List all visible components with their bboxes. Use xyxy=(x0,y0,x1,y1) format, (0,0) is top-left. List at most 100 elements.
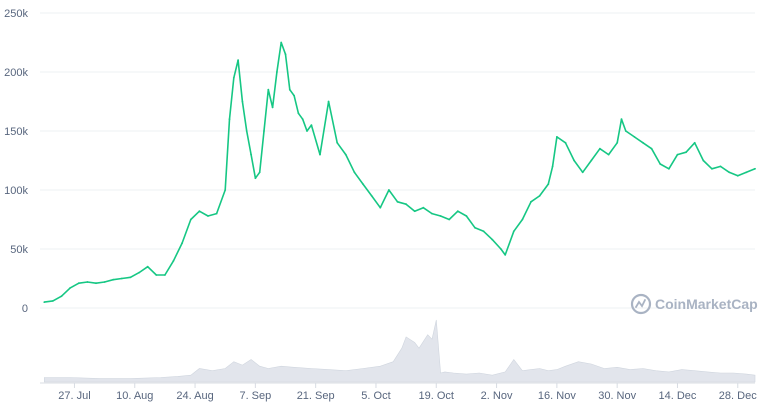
price-point xyxy=(711,167,713,170)
y-tick-label: 200k xyxy=(4,67,28,79)
price-point xyxy=(120,277,123,280)
price-point xyxy=(297,112,300,115)
price-point xyxy=(254,177,257,180)
x-tick-label: 7. Sep xyxy=(239,390,271,402)
price-point xyxy=(659,163,662,165)
price-point xyxy=(431,212,433,215)
price-point xyxy=(599,147,601,150)
price-point xyxy=(556,136,558,138)
price-point xyxy=(379,206,382,209)
price-point xyxy=(676,153,679,156)
price-point xyxy=(388,189,390,191)
watermark-text: CoinMarketCap xyxy=(655,296,758,312)
watermark: CoinMarketCap xyxy=(630,293,758,315)
price-point xyxy=(172,259,175,262)
x-tick-label: 16. Nov xyxy=(538,390,576,402)
price-point xyxy=(138,271,141,274)
y-tick-label: 100k xyxy=(4,185,28,197)
price-point xyxy=(413,210,416,213)
x-axis: 27. Jul 10. Aug 24. Aug 7. Sep 21. Sep 5. Oct… xyxy=(40,382,757,402)
price-point xyxy=(500,248,502,250)
x-tick-label: 2. Nov xyxy=(481,390,513,402)
price-point xyxy=(336,141,339,144)
price-series xyxy=(43,41,756,303)
price-point xyxy=(112,278,115,281)
x-tick-label: 14. Dec xyxy=(659,390,697,402)
price-point xyxy=(702,159,705,162)
price-point xyxy=(482,230,485,233)
price-point xyxy=(284,53,287,56)
price-point xyxy=(719,165,722,168)
price-point xyxy=(491,238,494,241)
x-tick-label: 21. Sep xyxy=(297,390,335,402)
x-tick-label: 27. Jul xyxy=(58,390,90,402)
price-point xyxy=(624,130,627,132)
price-point xyxy=(280,41,283,44)
price-point xyxy=(43,301,46,303)
price-point xyxy=(129,276,132,279)
price-point xyxy=(258,171,261,174)
volume-area xyxy=(43,319,756,383)
price-point xyxy=(245,130,248,132)
price-point xyxy=(215,212,218,215)
price-point xyxy=(551,165,554,168)
price-point xyxy=(207,215,209,217)
price-point xyxy=(69,287,72,289)
price-point xyxy=(736,174,739,177)
price-point xyxy=(642,141,644,144)
y-axis: 0 50k 100k 150k 200k 250k xyxy=(4,8,28,315)
price-point xyxy=(607,153,610,156)
price-point xyxy=(103,281,106,283)
x-tick-label: 19. Oct xyxy=(419,390,454,402)
price-point xyxy=(310,124,313,126)
price-point xyxy=(465,215,468,217)
price-point xyxy=(728,171,731,174)
price-line xyxy=(44,41,756,303)
price-point xyxy=(293,94,295,97)
price-point xyxy=(263,130,265,132)
price-point xyxy=(685,151,687,154)
price-point xyxy=(745,171,748,174)
price-point xyxy=(396,200,399,203)
x-tick-label: 24. Aug xyxy=(176,390,213,402)
x-tick-label: 30. Nov xyxy=(598,390,636,402)
price-point xyxy=(306,130,308,132)
coinmarketcap-logo-icon xyxy=(630,293,652,315)
price-point xyxy=(86,281,89,283)
price-point xyxy=(155,274,158,276)
price-point xyxy=(538,195,541,197)
price-point xyxy=(271,106,274,109)
price-point xyxy=(521,218,524,221)
price-point xyxy=(241,100,244,103)
price-point xyxy=(250,153,253,156)
price-point xyxy=(504,254,507,256)
y-tick-label: 50k xyxy=(10,244,28,256)
price-point xyxy=(633,136,636,138)
price-point xyxy=(319,153,321,156)
price-point xyxy=(52,300,54,302)
price-point xyxy=(590,159,593,162)
price-point xyxy=(77,282,80,285)
price-point xyxy=(164,274,166,276)
price-point xyxy=(362,183,364,186)
price-point xyxy=(232,77,235,79)
price-point xyxy=(60,295,63,298)
price-point xyxy=(288,88,291,91)
price-point xyxy=(301,118,304,121)
price-point xyxy=(344,153,347,156)
x-tick-label: 5. Oct xyxy=(361,390,390,402)
price-point xyxy=(198,210,201,213)
price-point xyxy=(650,147,653,150)
price-point xyxy=(512,230,515,233)
price-point xyxy=(189,218,192,221)
price-point xyxy=(146,265,149,268)
price-point xyxy=(616,141,619,144)
price-point xyxy=(353,171,356,174)
price-point xyxy=(181,242,184,245)
price-point xyxy=(276,71,278,73)
price-point xyxy=(237,59,240,62)
price-point xyxy=(456,210,459,213)
price-point xyxy=(224,189,227,191)
